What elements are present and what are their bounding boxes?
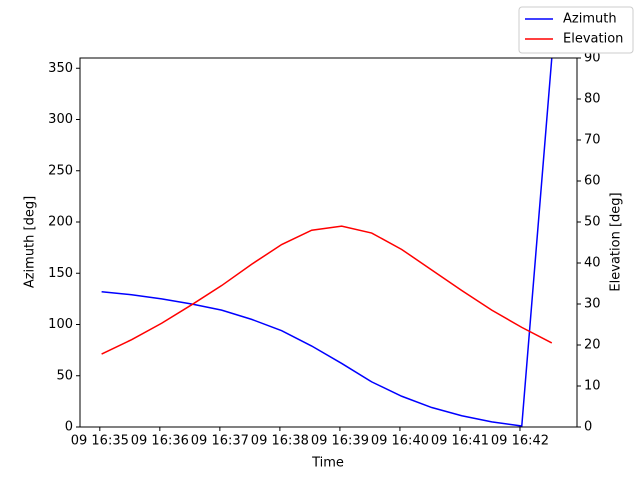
y-tick-label: 100 <box>48 317 73 332</box>
y2-tick-label: 90 <box>584 51 601 66</box>
y-axis-label: Azimuth [deg] <box>23 196 38 288</box>
y2-tick-label: 60 <box>584 174 601 189</box>
y-tick-label: 150 <box>48 266 73 281</box>
y-tick-label: 250 <box>48 163 73 178</box>
x-tick-label: 09 16:40 <box>371 434 429 449</box>
y-tick-label: 350 <box>48 61 73 76</box>
legend-label: Elevation <box>563 32 623 47</box>
x-axis-label: Time <box>311 456 344 471</box>
y-tick-label: 200 <box>48 215 73 230</box>
y2-tick-label: 20 <box>584 338 601 353</box>
y2-axis-label: Elevation [deg] <box>609 192 624 291</box>
x-tick-label: 09 16:37 <box>191 434 249 449</box>
y-tick-label: 50 <box>56 368 73 383</box>
legend-label: Azimuth <box>563 12 617 27</box>
y2-tick-label: 80 <box>584 92 601 107</box>
y2-tick-label: 70 <box>584 133 601 148</box>
x-tick-label: 09 16:39 <box>311 434 369 449</box>
y2-tick-label: 50 <box>584 215 601 230</box>
x-tick-label: 09 16:41 <box>431 434 489 449</box>
x-tick-label: 09 16:38 <box>251 434 309 449</box>
y2-tick-label: 30 <box>584 297 601 312</box>
y2-tick-label: 0 <box>584 420 592 435</box>
y-tick-label: 0 <box>65 420 73 435</box>
y2-tick-label: 10 <box>584 379 601 394</box>
x-tick-label: 09 16:42 <box>491 434 549 449</box>
y-tick-label: 300 <box>48 112 73 127</box>
x-tick-label: 09 16:36 <box>131 434 189 449</box>
line <box>101 57 553 427</box>
y2-tick-label: 40 <box>584 256 601 271</box>
x-tick-label: 09 16:35 <box>71 434 129 449</box>
line <box>101 225 553 355</box>
plot-frame <box>79 57 578 428</box>
